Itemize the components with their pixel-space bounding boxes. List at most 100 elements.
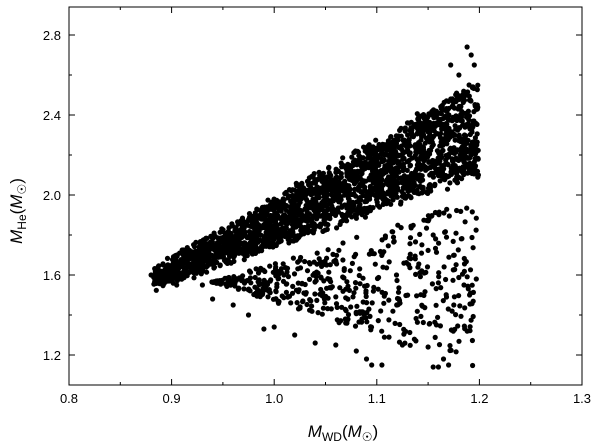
data-point xyxy=(250,249,256,255)
data-point xyxy=(306,182,312,188)
data-point xyxy=(316,256,322,262)
data-point xyxy=(454,171,460,177)
data-point xyxy=(388,165,394,171)
data-point xyxy=(386,259,392,265)
data-point xyxy=(352,280,359,286)
data-point xyxy=(470,139,477,145)
data-point xyxy=(467,267,474,273)
data-point xyxy=(340,240,346,246)
data-point xyxy=(255,279,261,285)
data-point xyxy=(468,165,474,171)
data-point xyxy=(223,281,229,287)
data-point xyxy=(153,287,159,293)
data-point xyxy=(440,356,447,362)
data-point xyxy=(298,254,304,261)
data-point xyxy=(458,313,464,319)
y-tick-label: 2.8 xyxy=(43,28,61,43)
data-point xyxy=(299,180,305,186)
data-point xyxy=(383,178,389,184)
data-point xyxy=(466,93,472,99)
data-point xyxy=(214,252,220,259)
data-point xyxy=(335,205,341,211)
data-point xyxy=(376,141,382,148)
data-point xyxy=(229,278,235,284)
data-point xyxy=(471,148,477,154)
data-point xyxy=(271,232,277,238)
data-point xyxy=(432,334,438,340)
data-point xyxy=(178,257,184,263)
data-point xyxy=(450,162,456,168)
data-point xyxy=(377,175,383,181)
data-point xyxy=(411,133,417,139)
data-point xyxy=(391,146,397,152)
data-point xyxy=(281,201,287,207)
data-point xyxy=(461,282,467,288)
data-point xyxy=(456,133,462,139)
data-point xyxy=(458,208,464,214)
data-point xyxy=(388,179,394,185)
data-point xyxy=(426,134,432,140)
data-point xyxy=(184,255,190,261)
data-point xyxy=(357,195,363,201)
data-point xyxy=(362,148,368,154)
data-point xyxy=(333,187,339,193)
data-point xyxy=(340,274,346,280)
data-point xyxy=(354,234,360,240)
data-point xyxy=(251,217,257,223)
data-point xyxy=(453,349,459,355)
data-point xyxy=(256,222,262,228)
data-point xyxy=(475,82,481,88)
data-point xyxy=(169,275,175,281)
data-point xyxy=(425,247,431,253)
data-point xyxy=(382,142,388,148)
data-point xyxy=(345,283,351,289)
data-point xyxy=(382,196,388,202)
data-point xyxy=(273,272,279,278)
data-point xyxy=(362,214,368,220)
data-point xyxy=(235,232,241,238)
data-point xyxy=(286,235,292,242)
data-point xyxy=(348,304,354,310)
data-point xyxy=(394,165,400,171)
data-point xyxy=(430,133,437,140)
data-point xyxy=(304,198,310,204)
data-point xyxy=(420,184,426,190)
data-point xyxy=(416,165,423,172)
data-point xyxy=(281,272,287,278)
data-point xyxy=(356,272,362,279)
data-point xyxy=(444,206,450,212)
data-point xyxy=(362,199,368,205)
data-point xyxy=(455,247,461,253)
data-point xyxy=(364,319,370,325)
y-tick-label: 2.0 xyxy=(43,188,61,203)
data-point xyxy=(357,154,363,160)
data-point xyxy=(395,222,401,228)
data-point xyxy=(388,149,394,155)
data-point xyxy=(325,295,331,301)
data-point xyxy=(284,281,290,287)
data-point xyxy=(392,320,398,326)
data-point xyxy=(265,197,271,203)
data-point xyxy=(384,147,390,153)
data-point xyxy=(355,185,361,191)
data-point xyxy=(330,251,336,257)
data-point xyxy=(436,212,442,218)
data-point xyxy=(379,362,385,368)
data-point xyxy=(299,187,305,193)
data-point xyxy=(329,284,335,290)
data-point xyxy=(448,347,454,353)
data-point xyxy=(453,126,459,132)
data-point xyxy=(285,274,291,280)
data-point xyxy=(379,237,385,243)
data-point xyxy=(433,108,439,114)
data-point xyxy=(361,144,367,150)
data-point xyxy=(218,245,225,251)
data-point xyxy=(273,288,279,294)
data-point xyxy=(275,230,281,236)
data-point xyxy=(324,207,330,213)
data-point xyxy=(344,320,350,326)
data-point xyxy=(442,177,448,183)
data-point xyxy=(473,227,479,233)
data-point xyxy=(351,254,357,260)
data-point xyxy=(363,178,369,184)
